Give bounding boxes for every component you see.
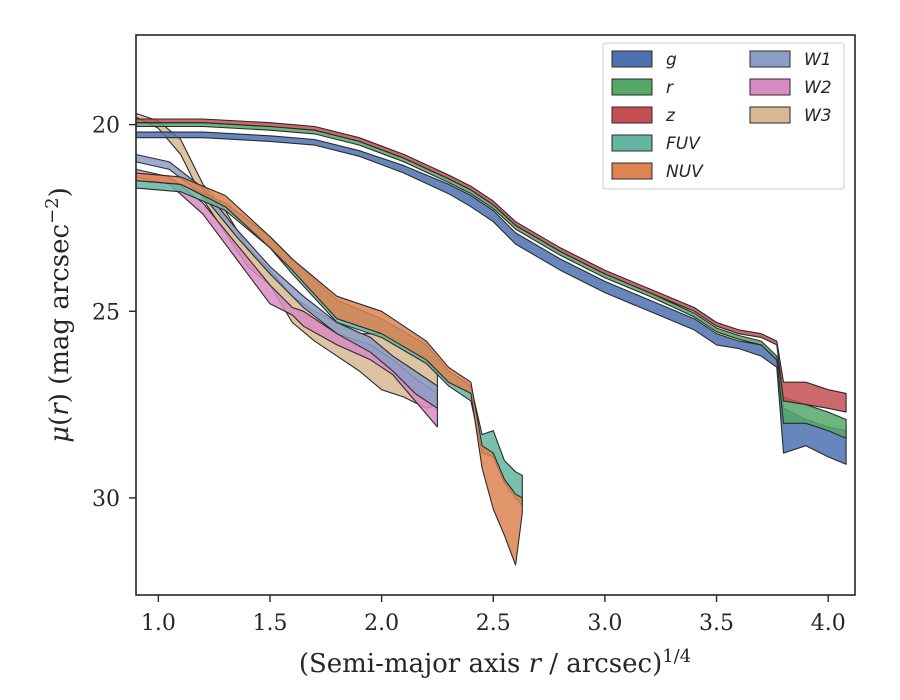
legend-swatch-w1	[749, 50, 791, 68]
x-tick-label: 2.5	[476, 611, 511, 636]
y-tick-label: 30	[92, 487, 120, 512]
x-tick-label: 2.0	[364, 611, 399, 636]
x-axis: 1.0 1.5 2.0 2.5 3.0 3.5 4.0	[141, 595, 846, 636]
legend: grz FUV NUV W1 W2 W3	[602, 42, 845, 190]
legend-label-r: r	[666, 78, 674, 98]
x-tick-label: 3.0	[587, 611, 622, 636]
legend-swatch-fuv	[611, 134, 653, 152]
x-tick-label: 1.5	[252, 611, 287, 636]
band-z	[135, 118, 847, 413]
y-tick-label: 20	[92, 114, 120, 139]
x-tick-label: 4.0	[811, 611, 846, 636]
legend-label-nuv: NUV	[666, 162, 704, 182]
y-axis-title: μ(r) (mag arcsec−2)	[42, 187, 75, 443]
band-w1	[135, 153, 438, 409]
y-tick-label: 25	[92, 300, 120, 325]
legend-swatch-w2	[749, 78, 791, 96]
band-nuv	[135, 172, 523, 566]
legend-swatch-g	[611, 50, 653, 68]
legend-label-w2: W2	[804, 78, 832, 98]
legend-swatch-r	[611, 78, 653, 96]
plot-frame	[135, 34, 856, 596]
y-axis: 20 25 30	[92, 114, 136, 512]
legend-label-fuv: FUV	[666, 134, 701, 154]
band-w2	[135, 168, 438, 428]
legend-label-z: z	[665, 106, 676, 126]
x-tick-label: 1.0	[141, 611, 176, 636]
series-layer	[135, 112, 847, 566]
x-axis-title: (Semi-major axis r / arcsec)1/4	[299, 646, 691, 679]
band-g	[135, 131, 847, 465]
legend-swatch-w3	[749, 106, 791, 124]
legend-swatch-z	[611, 106, 653, 124]
legend-label-w3: W3	[804, 106, 832, 126]
legend-items: grz FUV NUV W1 W2 W3	[611, 50, 832, 182]
legend-label-g: g	[666, 50, 677, 70]
legend-label-w1: W1	[804, 50, 832, 70]
legend-swatch-nuv	[611, 162, 653, 180]
x-tick-label: 3.5	[699, 611, 734, 636]
